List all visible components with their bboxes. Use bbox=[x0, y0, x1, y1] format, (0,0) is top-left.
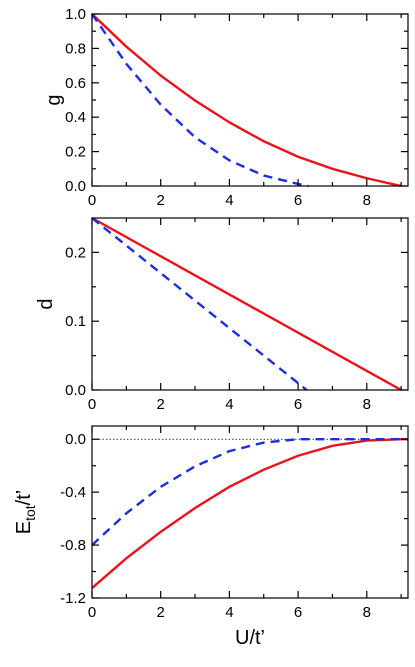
y-axis-label-main: g bbox=[43, 94, 65, 105]
x-tick-label: 2 bbox=[157, 604, 165, 621]
x-tick-label: 2 bbox=[157, 192, 165, 209]
y-axis-label-main: d bbox=[35, 298, 57, 309]
x-tick-label: 8 bbox=[363, 192, 371, 209]
y-tick-label: 0.0 bbox=[65, 178, 86, 195]
y-axis-label: g bbox=[43, 94, 65, 105]
series-line-dashed bbox=[91, 13, 309, 188]
series-line-solid bbox=[91, 216, 402, 392]
y-tick-label: 0.1 bbox=[65, 313, 86, 330]
y-axis-label: Etot/t’ bbox=[13, 490, 38, 534]
panel-middle: 0 2 4 6 8 0.0 0.1 0.2 d bbox=[35, 216, 409, 413]
x-tick-label: 0 bbox=[88, 396, 96, 413]
x-tick-label: 6 bbox=[294, 396, 302, 413]
panel-bottom: 0 2 4 6 8 -1.2 -0.8 -0.4 0.0 Etot/t’ U/t’ bbox=[13, 425, 409, 649]
x-tick-label: 8 bbox=[363, 396, 371, 413]
y-axis-label-tail: /t’ bbox=[13, 490, 35, 506]
y-tick-label: -0.8 bbox=[60, 537, 86, 554]
y-tick-label: 1.0 bbox=[65, 6, 86, 23]
x-tick-label: 8 bbox=[363, 604, 371, 621]
x-tick-label: 0 bbox=[88, 192, 96, 209]
series-line-dashed bbox=[91, 217, 308, 391]
series-line-solid bbox=[91, 13, 402, 188]
x-tick-label: 6 bbox=[294, 604, 302, 621]
y-axis-label: d bbox=[35, 298, 57, 309]
x-tick-label: 0 bbox=[88, 604, 96, 621]
y-tick-label: 0.0 bbox=[65, 431, 86, 448]
series-line-dashed bbox=[91, 438, 408, 546]
plot-frame bbox=[91, 217, 409, 391]
y-tick-label: 0.0 bbox=[65, 382, 86, 399]
y-tick-label: 0.4 bbox=[65, 109, 86, 126]
panel-top: 0 2 4 6 8 0.0 0.2 0.4 0.6 0.8 1.0 g bbox=[43, 6, 409, 209]
y-tick-label: 0.6 bbox=[65, 75, 86, 92]
y-tick-label: -0.4 bbox=[60, 484, 86, 501]
y-axis-label-main: E bbox=[13, 521, 35, 534]
x-tick-label: 2 bbox=[157, 396, 165, 413]
plot-frame bbox=[91, 13, 409, 187]
series-line-solid bbox=[91, 438, 408, 589]
plot-frame bbox=[91, 425, 409, 599]
x-tick-label: 4 bbox=[225, 192, 233, 209]
y-tick-label: -1.2 bbox=[60, 590, 86, 607]
y-tick-label: 0.8 bbox=[65, 40, 86, 57]
y-axis-label-subscript: tot bbox=[22, 505, 38, 521]
y-tick-label: 0.2 bbox=[65, 244, 86, 261]
x-axis-label: U/t’ bbox=[235, 627, 265, 649]
y-tick-label: 0.2 bbox=[65, 144, 86, 161]
x-tick-label: 4 bbox=[225, 396, 233, 413]
x-tick-label: 4 bbox=[225, 604, 233, 621]
x-tick-label: 6 bbox=[294, 192, 302, 209]
